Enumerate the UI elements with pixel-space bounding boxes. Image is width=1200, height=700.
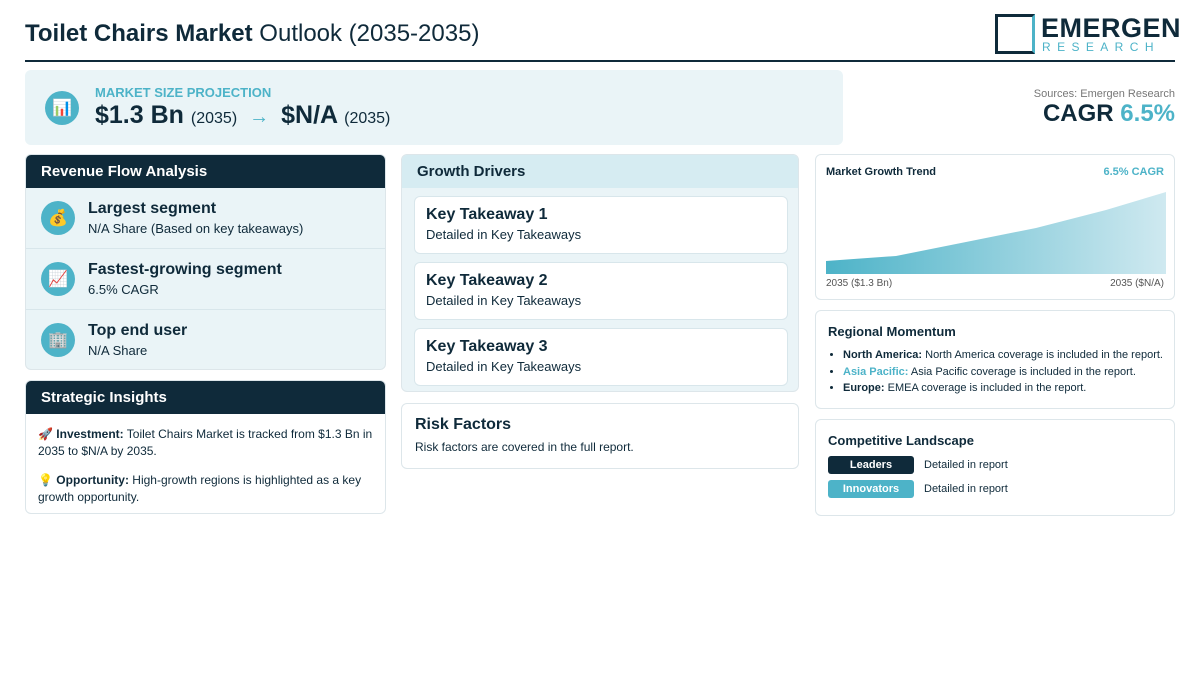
- competitor-badge: Innovators: [828, 480, 914, 498]
- sources: Sources: Emergen Research: [1033, 88, 1175, 100]
- competitor-text: Detailed in report: [924, 483, 1008, 495]
- risk-factors-panel: Risk Factors Risk factors are covered in…: [401, 403, 799, 469]
- arrow: →: [249, 106, 270, 128]
- segment-icon: 💰: [41, 201, 75, 235]
- trend-area: [826, 192, 1166, 274]
- region-text: North America coverage is included in th…: [925, 349, 1163, 361]
- panel-title: Revenue Flow Analysis: [26, 155, 385, 188]
- takeaway-card: Key Takeaway 3 Detailed in Key Takeaways: [414, 328, 788, 386]
- takeaway-card: Key Takeaway 1 Detailed in Key Takeaways: [414, 196, 788, 254]
- segment-text: 6.5% CAGR: [88, 282, 159, 297]
- segment-text: N/A Share (Based on key takeaways): [88, 221, 304, 236]
- region-item: Asia Pacific: Asia Pacific coverage is i…: [843, 364, 1163, 381]
- insight: 💡 Opportunity: High-growth regions is hi…: [38, 472, 373, 506]
- regional-momentum-panel: Regional Momentum North America: North A…: [815, 310, 1175, 409]
- region-text: EMEA coverage is included in the report.: [887, 382, 1087, 394]
- header-rule: [25, 60, 1175, 62]
- cagr-value: 6.5%: [1120, 100, 1175, 127]
- risk-title: Risk Factors: [415, 416, 512, 433]
- trend-shape: [826, 192, 1166, 274]
- risk-text: Risk factors are covered in the full rep…: [415, 440, 634, 454]
- region-list: North America: North America coverage is…: [828, 347, 1163, 397]
- trend-end: 2035 ($N/A): [1110, 278, 1164, 289]
- insight-items: 🚀 Investment: Toilet Chairs Market is tr…: [26, 426, 385, 506]
- title-bold: Toilet Chairs Market: [25, 20, 253, 47]
- strategic-insights-panel: Strategic Insights 🚀 Investment: Toilet …: [25, 380, 386, 514]
- region-name: North America:: [843, 349, 923, 361]
- takeaway-text: Detailed in Key Takeaways: [426, 293, 582, 308]
- page-title: Toilet Chairs Market Outlook (2035-2035): [25, 20, 479, 48]
- insight-text: Toilet Chairs Market is tracked from $1.…: [38, 427, 373, 458]
- trend-start: 2035 ($1.3 Bn): [826, 278, 893, 289]
- region-name: Asia Pacific:: [843, 365, 909, 378]
- insight: 🚀 Investment: Toilet Chairs Market is tr…: [38, 426, 373, 460]
- insight-label: Investment:: [56, 427, 124, 441]
- insight-icon: 💡: [38, 473, 53, 487]
- takeaway-text: Detailed in Key Takeaways: [426, 227, 582, 242]
- region-name: Europe:: [843, 382, 885, 394]
- segment-text: N/A Share: [88, 343, 148, 358]
- takeaway-text: Detailed in Key Takeaways: [426, 359, 582, 374]
- trend-title: Market Growth Trend: [826, 166, 937, 178]
- trend-cagr: 6.5% CAGR: [1103, 166, 1164, 178]
- region-text: Asia Pacific coverage is included in the…: [910, 365, 1136, 378]
- competitor-badge: Leaders: [828, 456, 914, 474]
- logo: EMERGEN RESEARCH: [995, 13, 1181, 56]
- start-year: (2035): [190, 110, 238, 127]
- competitive-landscape-panel: Competitive Landscape Leaders Detailed in…: [815, 419, 1175, 516]
- segment-item: 🏢 Top end user N/A Share: [26, 310, 385, 369]
- takeaway-title: Key Takeaway 2: [426, 272, 548, 289]
- end-value: $N/A: [281, 101, 338, 129]
- takeaway-card: Key Takeaway 2 Detailed in Key Takeaways: [414, 262, 788, 320]
- segment-icon: 🏢: [41, 323, 75, 357]
- panel-title: Strategic Insights: [26, 381, 385, 414]
- competitor-text: Detailed in report: [924, 459, 1008, 471]
- competitive-title: Competitive Landscape: [828, 433, 974, 448]
- segment-title: Top end user: [88, 322, 188, 339]
- logo-box: [995, 14, 1035, 54]
- takeaway-title: Key Takeaway 3: [426, 338, 548, 355]
- title-rest: Outlook (2035-2035): [259, 20, 480, 47]
- logo-main: EMERGEN: [1041, 13, 1182, 43]
- start-value: $1.3 Bn: [95, 101, 184, 129]
- segment-item: 💰 Largest segment N/A Share (Based on key …: [26, 188, 385, 249]
- segment-item: 📈 Fastest-growing segment 6.5% CAGR: [26, 249, 385, 310]
- projection-icon: 📊: [45, 91, 79, 125]
- end-year: (2035): [344, 110, 391, 127]
- regional-title: Regional Momentum: [828, 324, 956, 339]
- insight-icon: 🚀: [38, 427, 53, 441]
- panel-title: Growth Drivers: [402, 155, 798, 188]
- region-item: North America: North America coverage is…: [843, 347, 1163, 364]
- cagr-label: CAGR: [1042, 100, 1114, 127]
- region-item: Europe: EMEA coverage is included in the…: [843, 380, 1163, 397]
- cagr: CAGR 6.5%: [1043, 100, 1175, 128]
- projection-values: $1.3 Bn (2035) → $N/A (2035): [95, 101, 390, 130]
- revenue-items: 💰 Largest segment N/A Share (Based on key …: [26, 188, 385, 369]
- insight-label: Opportunity:: [56, 473, 129, 487]
- takeaway-title: Key Takeaway 1: [426, 206, 548, 223]
- projection-label: MARKET SIZE PROJECTION: [95, 85, 272, 100]
- projection-box: 📊 MARKET SIZE PROJECTION $1.3 Bn (2035) →…: [25, 70, 843, 145]
- segment-title: Fastest-growing segment: [88, 261, 282, 278]
- growth-drivers-panel: Growth Drivers Key Takeaway 1 Detailed in…: [401, 154, 799, 392]
- logo-sub: RESEARCH: [1042, 40, 1160, 54]
- segment-title: Largest segment: [88, 200, 217, 217]
- segment-icon: 📈: [41, 262, 75, 296]
- growth-trend-panel: Market Growth Trend 6.5% CAGR 2035 ($1.3…: [815, 154, 1175, 300]
- insight-text: High-growth regions is highlighted as a …: [38, 473, 362, 504]
- revenue-flow-panel: Revenue Flow Analysis 💰 Largest segment N/…: [25, 154, 386, 370]
